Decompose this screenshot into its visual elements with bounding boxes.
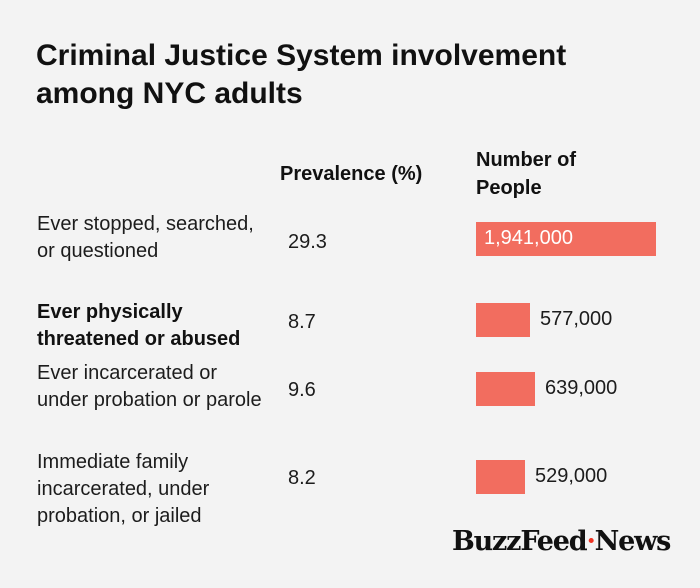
people-bar bbox=[476, 222, 656, 256]
people-value-label: 1,941,000 bbox=[484, 227, 573, 249]
logo-dot: · bbox=[586, 526, 595, 557]
row-label: Ever incarcerated or under probation or … bbox=[37, 362, 262, 411]
prevalence-value: 29.3 bbox=[288, 231, 327, 253]
row-label: Ever stopped, searched, or questioned bbox=[37, 213, 254, 262]
column-header-number-of-people: Number of People bbox=[476, 149, 576, 199]
prevalence-value: 9.6 bbox=[288, 379, 316, 401]
column-header-prevalence: Prevalence (%) bbox=[280, 163, 423, 185]
people-bar bbox=[476, 303, 530, 337]
chart-title: Criminal Justice System involvement amon… bbox=[36, 39, 567, 110]
logo-brand: BuzzFeed bbox=[452, 526, 588, 557]
row-label: Immediate family incarcerated, under pro… bbox=[37, 451, 210, 527]
people-bar bbox=[476, 372, 535, 406]
people-value-label: 639,000 bbox=[545, 377, 618, 399]
prevalence-value: 8.2 bbox=[288, 467, 316, 489]
people-bar bbox=[476, 460, 525, 494]
people-value-label: 529,000 bbox=[535, 465, 608, 487]
prevalence-value: 8.7 bbox=[288, 311, 316, 333]
buzzfeed-news-logo: BuzzFeed·News bbox=[452, 526, 672, 557]
row-label: Ever physically threatened or abused bbox=[37, 301, 241, 350]
people-value-label: 577,000 bbox=[540, 308, 613, 330]
logo-section: News bbox=[594, 526, 672, 557]
